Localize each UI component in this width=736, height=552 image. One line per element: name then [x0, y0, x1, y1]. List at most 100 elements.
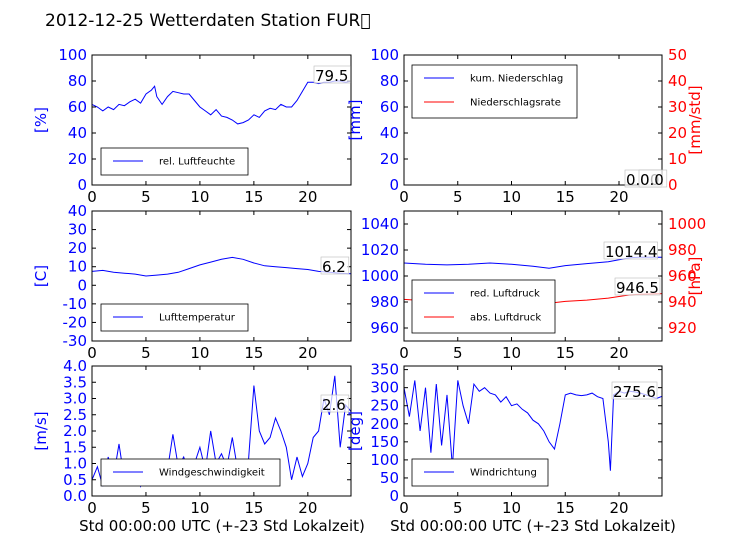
series-line-temperature-0	[91, 256, 352, 277]
annotation-pressure-1: 946.5	[616, 279, 659, 297]
y2-tick-label-precipitation-5: 50	[668, 46, 687, 64]
y-tick-label-windspeed-4: 2.0	[63, 422, 87, 440]
annotation-precipitation-1: 0.0	[640, 171, 664, 189]
axes-frame-winddirection	[403, 365, 663, 497]
legend-label-pressure-0: red. Luftdruck	[470, 289, 540, 300]
x-tick-label-temperature-4: 20	[298, 344, 317, 362]
y-tick-label-winddirection-5: 250	[370, 397, 399, 415]
y-tick-label-humidity-0: 0	[77, 176, 87, 194]
y-tick-label-windspeed-0: 0.0	[63, 487, 87, 505]
y-axis-label-winddirection: [deg]	[346, 411, 364, 451]
legend-label-precipitation-0: kum. Niederschlag	[470, 74, 563, 85]
x-axis-label-right: Std 00:00:00 UTC (+-23 Std Lokalzeit)	[390, 517, 676, 535]
subplot-humidity: 0 5 10 15 20 0 20 40 60 80 100 [%] rel. Luftfeuchte 7…	[32, 46, 352, 206]
annotation-temperature-0: 6.2	[322, 258, 346, 276]
y-tick-label-winddirection-4: 200	[370, 415, 399, 433]
y-tick-label-pressure-0: 960	[370, 319, 399, 337]
y-tick-label-pressure-4: 1040	[361, 215, 399, 233]
y-tick-label-winddirection-2: 100	[370, 451, 399, 469]
axes-frame-temperature	[91, 210, 352, 342]
subplot-pressure: 0 5 10 15 20 960 980 1000 1020 1040 920 940 960 980 10…	[361, 210, 706, 362]
annotation-humidity-0: 79.5	[315, 67, 348, 85]
y-tick-label-windspeed-8: 4.0	[63, 357, 87, 375]
y-tick-label-winddirection-0: 0	[389, 487, 399, 505]
y-tick-label-pressure-3: 1020	[361, 241, 399, 259]
y-tick-label-winddirection-6: 300	[370, 379, 399, 397]
x-tick-label-temperature-3: 15	[244, 344, 263, 362]
y-tick-label-precipitation-1: 20	[380, 150, 399, 168]
subplot-windspeed: 0 5 10 15 20 0.00.51.01.52.02.53.03.54.0 [m/s]…	[32, 357, 352, 517]
legend-label-humidity-0: rel. Luftfeuchte	[159, 157, 235, 168]
series-line-humidity-0	[91, 80, 352, 125]
y2-tick-label-precipitation-1: 10	[668, 150, 687, 168]
annotation-box-precipitation-1	[638, 169, 668, 188]
y-tick-label-temperature-3: 0	[77, 276, 87, 294]
y-axis-label-windspeed: [m/s]	[32, 411, 50, 450]
x-tick-label-temperature-1: 5	[141, 344, 151, 362]
x-tick-label-winddirection-2: 10	[502, 499, 521, 517]
x-tick-label-windspeed-2: 10	[190, 499, 209, 517]
x-tick-label-winddirection-3: 15	[556, 499, 575, 517]
legend-label-temperature-0: Lufttemperatur	[159, 313, 236, 324]
x-tick-label-temperature-0: 0	[87, 344, 97, 362]
x-tick-label-precipitation-1: 5	[453, 188, 463, 206]
y-tick-label-precipitation-4: 80	[380, 72, 399, 90]
y-tick-label-windspeed-2: 1.0	[63, 455, 87, 473]
x-axis-label-left: Std 00:00:00 UTC (+-23 Std Lokalzeit)	[79, 517, 365, 535]
x-tick-label-winddirection-0: 0	[399, 499, 409, 517]
legend-label-winddirection-0: Windrichtung	[470, 468, 537, 479]
y-tick-label-winddirection-1: 50	[380, 469, 399, 487]
y-tick-label-pressure-1: 980	[370, 293, 399, 311]
y-tick-label-windspeed-3: 1.5	[63, 438, 87, 456]
y-axis-label-humidity: [%]	[32, 107, 50, 133]
y-tick-label-humidity-5: 100	[58, 46, 87, 64]
y-tick-label-precipitation-5: 100	[370, 46, 399, 64]
x-tick-label-humidity-4: 20	[298, 188, 317, 206]
y-tick-label-precipitation-2: 40	[380, 124, 399, 142]
y-tick-label-humidity-3: 60	[68, 98, 87, 116]
annotation-box-winddirection-0	[611, 381, 658, 400]
x-tick-label-humidity-2: 10	[190, 188, 209, 206]
y-tick-label-humidity-4: 80	[68, 72, 87, 90]
annotation-windspeed-0: 2.6	[322, 396, 346, 414]
y-tick-label-humidity-2: 40	[68, 124, 87, 142]
y-tick-label-pressure-2: 1000	[361, 267, 399, 285]
annotation-pressure-0: 1014.4	[605, 243, 658, 261]
y2-tick-label-pressure-4: 1000	[668, 215, 706, 233]
annotation-box-pressure-1	[614, 277, 661, 296]
legend-label-pressure-1: abs. Luftdruck	[470, 313, 541, 324]
legend-box-precipitation	[411, 64, 578, 119]
y-tick-label-temperature-4: 10	[68, 258, 87, 276]
y2-tick-label-pressure-3: 980	[668, 241, 697, 259]
x-tick-label-pressure-2: 10	[502, 344, 521, 362]
y-tick-label-humidity-1: 20	[68, 150, 87, 168]
legend-temperature: Lufttemperatur	[100, 303, 249, 332]
y-tick-label-windspeed-5: 2.5	[63, 406, 87, 424]
y2-tick-label-pressure-1: 940	[668, 293, 697, 311]
x-tick-label-pressure-0: 0	[399, 344, 409, 362]
legend-pressure: red. Luftdruck abs. Luftdruck	[411, 279, 556, 334]
legend-winddirection: Windrichtung	[411, 458, 549, 487]
y2-tick-label-pressure-0: 920	[668, 319, 697, 337]
legend-box-pressure	[411, 279, 556, 334]
y-tick-label-windspeed-1: 0.5	[63, 471, 87, 489]
annotation-winddirection-0: 275.6	[613, 383, 656, 401]
y-tick-label-winddirection-7: 350	[370, 361, 399, 379]
y-tick-label-temperature-7: 40	[68, 202, 87, 220]
y-tick-label-temperature-1: -20	[63, 313, 88, 331]
x-tick-label-pressure-4: 20	[609, 344, 628, 362]
y-tick-label-windspeed-6: 3.0	[63, 390, 87, 408]
y-axis-label-temperature: [C]	[32, 265, 50, 287]
x-tick-label-winddirection-4: 20	[609, 499, 628, 517]
x-tick-label-pressure-1: 5	[453, 344, 463, 362]
x-tick-label-temperature-2: 10	[190, 344, 209, 362]
legend-precipitation: kum. Niederschlag Niederschlagsrate	[411, 64, 578, 119]
axes-frame-precipitation	[403, 54, 663, 186]
y-tick-label-temperature-2: -10	[63, 295, 88, 313]
legend-windspeed: Windgeschwindigkeit	[100, 458, 281, 487]
annotation-box-pressure-0	[603, 241, 658, 260]
y-tick-label-temperature-6: 30	[68, 221, 87, 239]
annotation-box-humidity-0	[313, 65, 351, 84]
y-tick-label-temperature-5: 20	[68, 239, 87, 257]
